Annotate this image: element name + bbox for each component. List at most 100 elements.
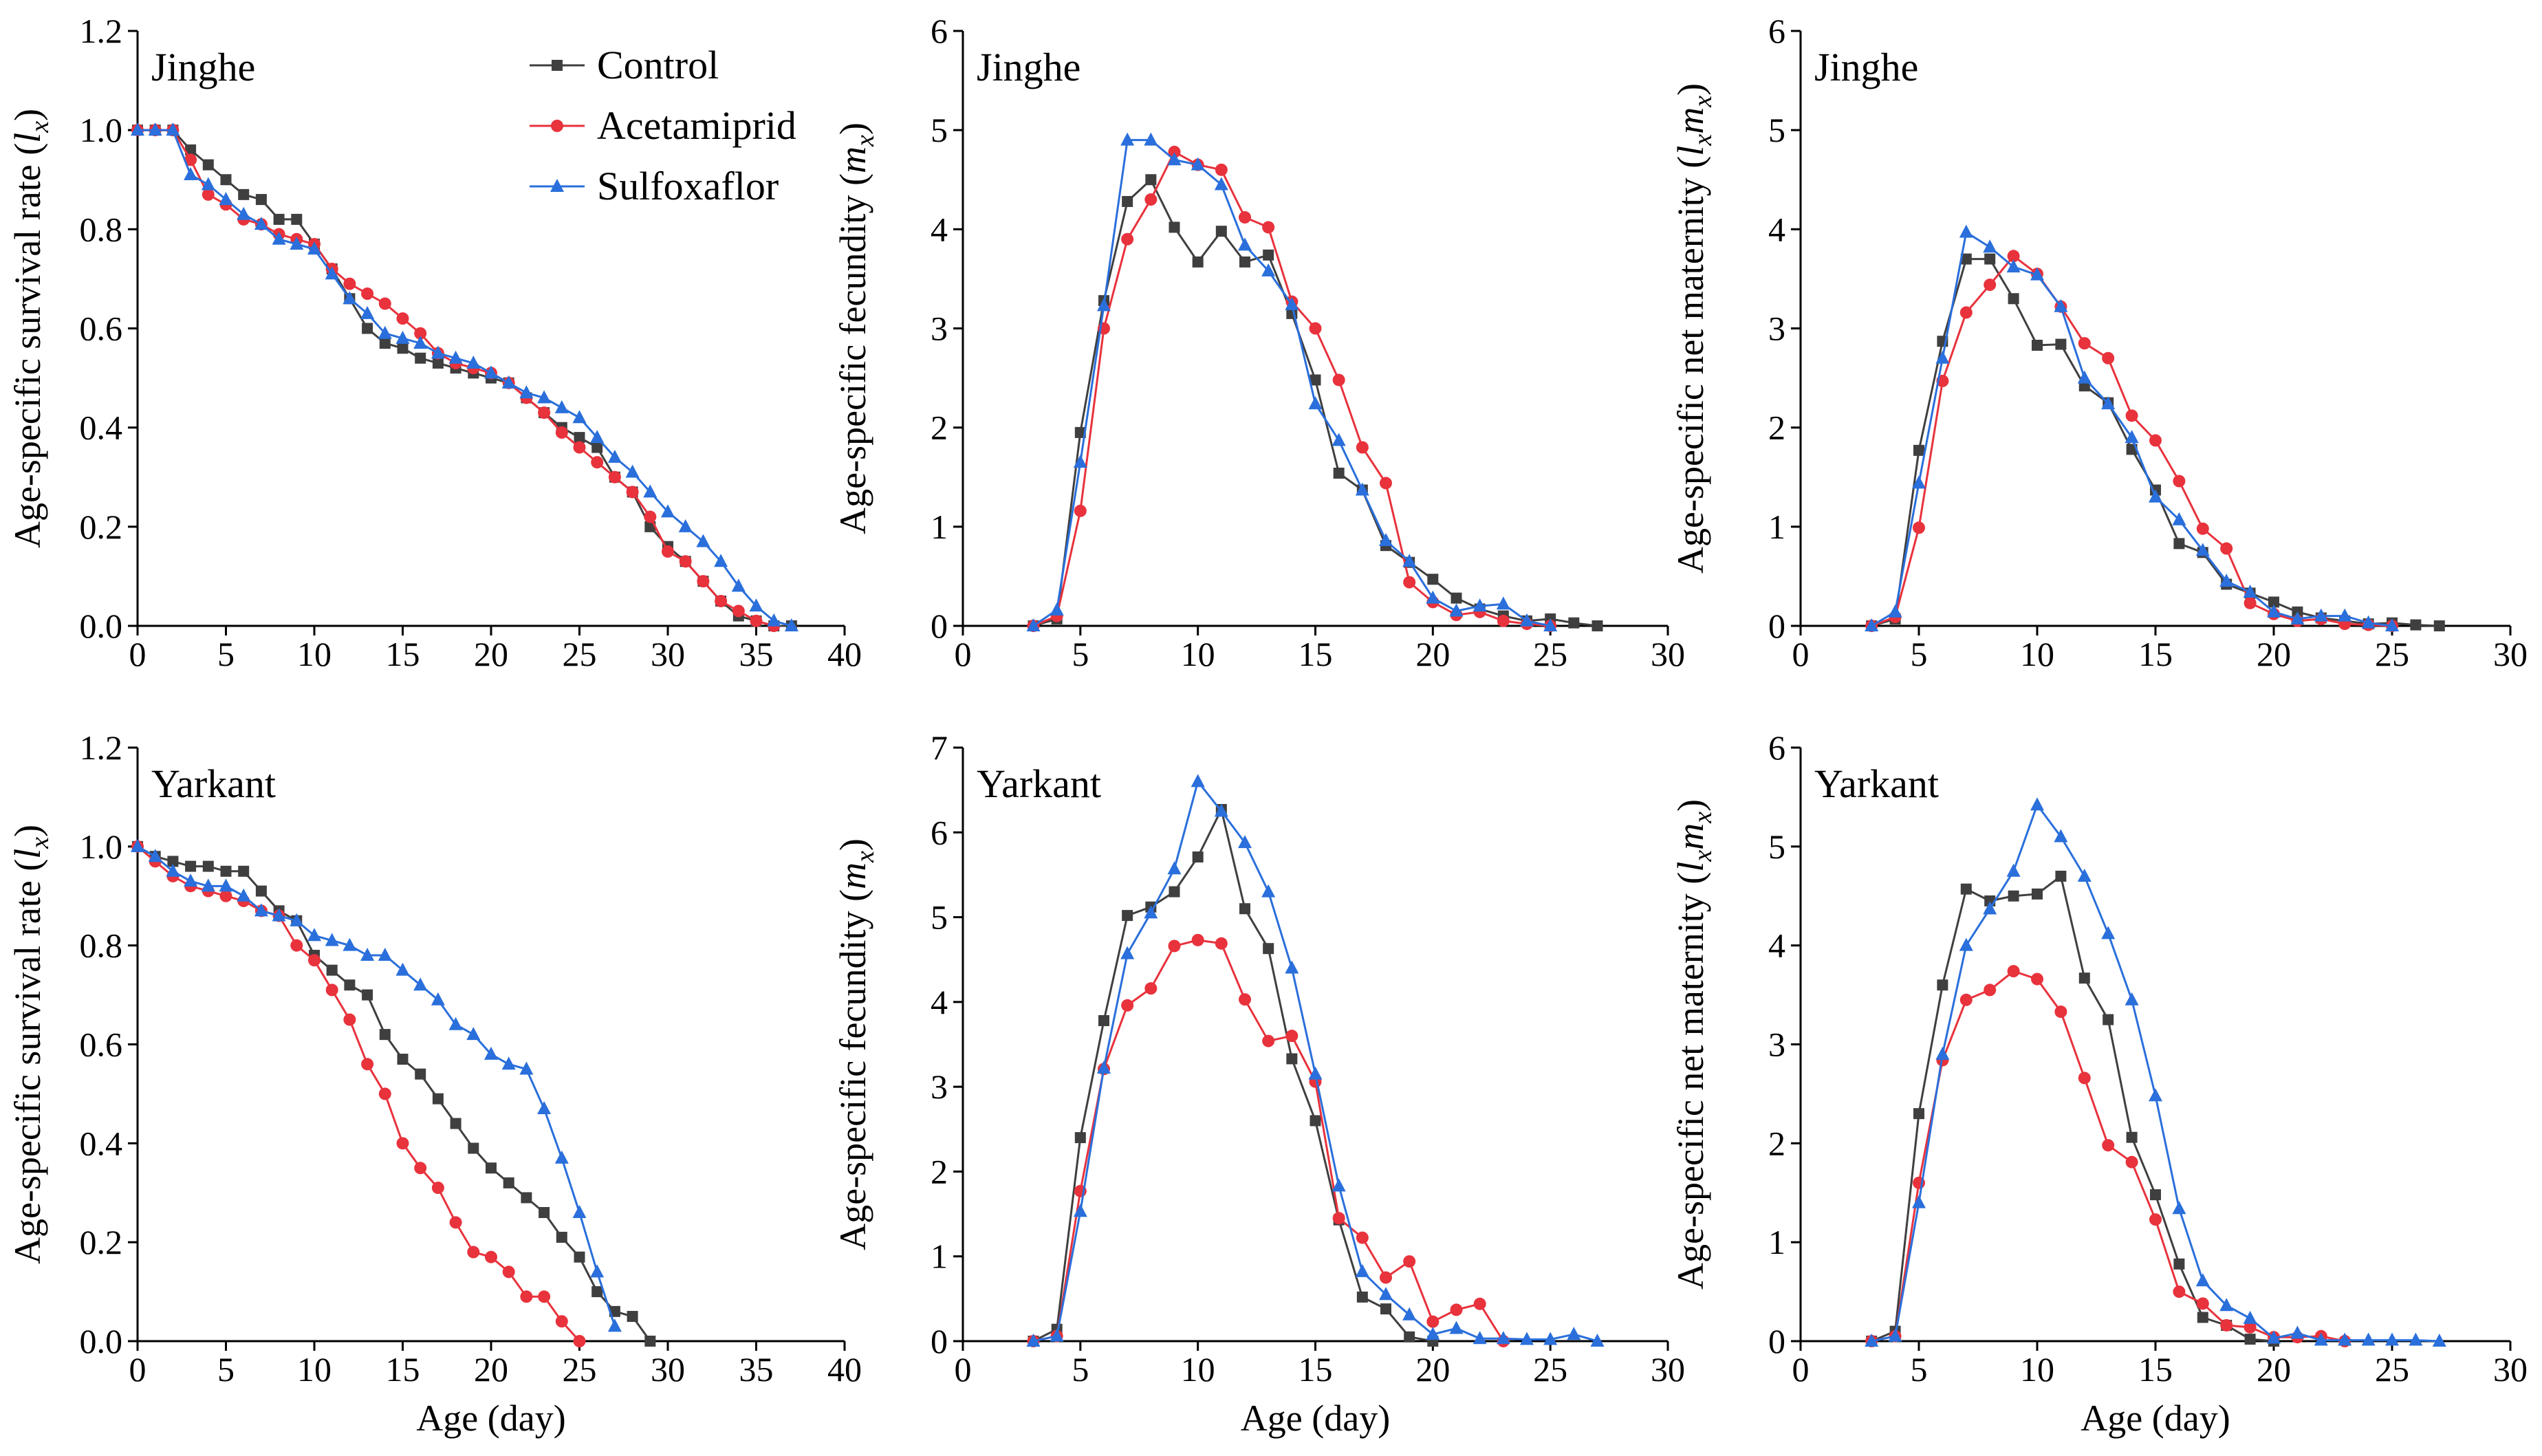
y-axis-title-part: m xyxy=(1670,107,1711,134)
data-point xyxy=(539,1207,550,1219)
data-point xyxy=(255,194,267,206)
data-point xyxy=(2055,338,2067,350)
data-point xyxy=(2173,1285,2186,1299)
data-point xyxy=(538,406,551,420)
x-tick-label: 20 xyxy=(2257,1350,2291,1389)
data-point xyxy=(449,1216,462,1229)
y-tick-label: 0 xyxy=(1768,607,1785,645)
data-point xyxy=(1865,618,1879,631)
data-point xyxy=(1168,145,1181,158)
data-point xyxy=(2433,620,2445,631)
data-point xyxy=(2103,1014,2114,1025)
data-point xyxy=(325,984,338,997)
data-point xyxy=(1308,1066,1323,1080)
x-tick-label: 5 xyxy=(1072,1350,1089,1389)
data-point xyxy=(291,213,303,225)
y-tick-label: 1.2 xyxy=(80,728,123,767)
data-point xyxy=(1497,614,1510,627)
series-line xyxy=(137,845,616,1327)
series-sulfoxaflor xyxy=(1026,774,1605,1347)
data-point xyxy=(2125,1155,2138,1169)
chart-panel-4: 0 5 10 15 20 25 30 35 40 0.0 0.2 0.4 0.6 0.8 1.0 1.2 Yar… xyxy=(7,728,862,1439)
x-axis-title: Age (day) xyxy=(416,1398,565,1439)
y-tick-label: 1.0 xyxy=(80,827,123,866)
y-axis-title-part: Age-specific net maternity ( xyxy=(1670,872,1711,1290)
data-point xyxy=(1074,504,1087,517)
data-point xyxy=(1449,1321,1464,1334)
x-axis-title: Age (day) xyxy=(2081,1398,2230,1439)
data-point xyxy=(307,241,321,255)
data-point xyxy=(2006,259,2021,273)
chart-panel-1: 0 5 10 15 20 25 30 35 40 0.0 0.2 0.4 0.6 0.8 1.0 1.2 Jin… xyxy=(7,12,862,673)
x-tick-label: 0 xyxy=(955,635,972,673)
data-point xyxy=(2077,868,2092,882)
data-point xyxy=(2008,293,2019,305)
y-tick-label: 0.4 xyxy=(80,1124,123,1162)
x-tick-label: 30 xyxy=(651,635,685,673)
series-sulfoxaflor xyxy=(131,122,799,631)
y-tick-label: 0.8 xyxy=(80,210,123,248)
data-point xyxy=(1167,152,1182,166)
data-point xyxy=(450,1118,461,1129)
data-point xyxy=(396,1137,409,1150)
data-point xyxy=(1473,1297,1486,1310)
y-axis-title: Age-specific net maternity (lxmx) xyxy=(1670,799,1717,1290)
y-axis-title-part: l xyxy=(7,849,48,859)
y-tick-label: 0.6 xyxy=(80,1025,123,1064)
x-tick-label: 30 xyxy=(2493,635,2528,673)
y-tick-label: 0 xyxy=(1768,1322,1785,1360)
data-point xyxy=(2055,870,2067,882)
x-tick-label: 20 xyxy=(1415,1350,1450,1389)
data-point xyxy=(574,1251,585,1263)
y-tick-label: 2 xyxy=(931,409,948,447)
legend-label-sulfoxaflor: Sulfoxaflor xyxy=(597,164,779,208)
data-point xyxy=(1888,1328,1902,1342)
data-point xyxy=(1403,576,1416,589)
data-point xyxy=(1959,224,1973,238)
data-point xyxy=(1959,306,1973,319)
data-point xyxy=(413,977,428,991)
data-point xyxy=(2409,1332,2423,1346)
data-point xyxy=(1983,239,1997,253)
x-tick-label: 25 xyxy=(2375,1350,2409,1389)
data-point xyxy=(431,1182,444,1195)
data-point xyxy=(379,338,391,349)
series-line xyxy=(1871,874,2274,1343)
data-point xyxy=(537,1100,552,1114)
data-point xyxy=(272,231,286,245)
data-point xyxy=(220,174,232,186)
x-tick-label: 0 xyxy=(1792,635,1810,673)
x-tick-label: 20 xyxy=(474,1350,508,1389)
data-point xyxy=(2006,863,2021,877)
data-point xyxy=(2173,475,2186,488)
data-point xyxy=(2290,1325,2305,1339)
data-point xyxy=(1309,322,1322,335)
data-point xyxy=(485,1250,497,1263)
data-point xyxy=(609,1305,620,1317)
data-point xyxy=(202,159,214,171)
data-point xyxy=(166,863,180,877)
x-tick-label: 5 xyxy=(1072,635,1089,673)
y-axis-title-part: x xyxy=(1688,812,1717,824)
y-tick-label: 0 xyxy=(931,607,948,645)
data-point xyxy=(662,545,674,558)
data-point xyxy=(184,167,198,181)
legend-marker xyxy=(550,179,564,192)
data-point xyxy=(1450,1303,1463,1316)
data-point xyxy=(1073,1204,1087,1217)
data-point xyxy=(714,554,728,567)
data-point xyxy=(1192,851,1204,863)
data-point xyxy=(1097,1061,1111,1074)
y-tick-label: 1 xyxy=(931,1237,948,1276)
y-axis-title-part: x xyxy=(1688,134,1717,146)
y-axis-title: Age-specific net maternity (lxmx) xyxy=(1670,83,1717,574)
data-point xyxy=(1356,1291,1368,1303)
data-point xyxy=(2410,619,2422,631)
data-point xyxy=(378,1087,391,1100)
data-point xyxy=(201,878,215,892)
data-point xyxy=(1191,157,1205,171)
data-point xyxy=(1355,1263,1369,1277)
data-point xyxy=(2219,574,2234,587)
data-point xyxy=(1960,253,1972,265)
data-point xyxy=(1332,1178,1346,1192)
